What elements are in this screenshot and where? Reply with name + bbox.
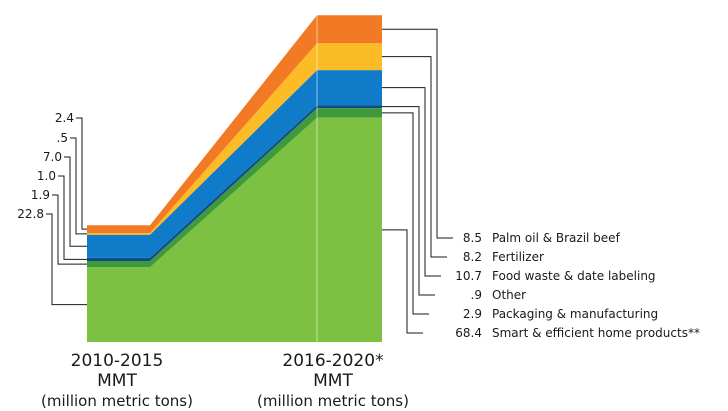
right-leader-line (382, 87, 441, 277)
series-name-label: Food waste & date labeling (492, 269, 656, 283)
x-unit-label: MMT (97, 371, 137, 391)
x-category-2010-2015: 2010-2015 MMT (million metric tons) (41, 351, 193, 410)
area-food-waste-date-labeling (87, 70, 382, 258)
left-value-label: 7.0 (43, 150, 62, 164)
area-palm-oil-brazil-beef (87, 15, 382, 234)
right-leader-line (382, 56, 447, 258)
right-value-label: 10.7 (455, 269, 482, 283)
left-value-label: 2.4 (55, 111, 74, 125)
x-unit-note: (million metric tons) (41, 392, 193, 410)
x-category-2016-2020: 2016-2020* MMT (million metric tons) (257, 351, 409, 410)
x-category-label: 2016-2020* (282, 351, 383, 371)
right-value-label: 8.5 (463, 231, 482, 245)
area-smart-efficient-home-products (87, 117, 382, 342)
right-value-label: 8.2 (463, 250, 482, 264)
right-leader-line (382, 229, 423, 334)
x-unit-label: MMT (313, 371, 353, 391)
left-value-label: 1.9 (31, 188, 50, 202)
area-packaging-manufacturing (87, 108, 382, 268)
right-leader-line (382, 106, 435, 296)
left-leader-line (58, 175, 87, 260)
right-value-label: 68.4 (455, 326, 482, 340)
left-leader-line (64, 156, 87, 247)
left-leader-line (52, 194, 87, 265)
left-value-label: 22.8 (17, 207, 44, 221)
left-value-label: .5 (57, 131, 68, 145)
area-fertilizer (87, 43, 382, 235)
chart-areas (87, 15, 382, 342)
left-leader-line (46, 213, 87, 306)
series-name-label: Smart & efficient home products** (492, 326, 700, 340)
left-leader-line (76, 117, 87, 230)
right-leader-line (382, 112, 429, 315)
right-leader-line (382, 28, 453, 239)
series-name-label: Palm oil & Brazil beef (492, 231, 621, 245)
left-value-label: 1.0 (37, 169, 56, 183)
left-leader-line (70, 137, 87, 235)
value-labels: 2.4 .5 7.0 1.0 1.9 22.8 8.5 Palm oil & Brazil b… (17, 111, 700, 340)
x-category-label: 2010-2015 (71, 351, 164, 371)
series-name-label: Fertilizer (492, 250, 544, 264)
series-name-label: Packaging & manufacturing (492, 307, 658, 321)
x-unit-note: (million metric tons) (257, 392, 409, 410)
series-name-label: Other (492, 288, 526, 302)
right-value-label: 2.9 (463, 307, 482, 321)
area-other (87, 105, 382, 261)
leader-lines (46, 28, 453, 334)
right-value-label: .9 (471, 288, 482, 302)
